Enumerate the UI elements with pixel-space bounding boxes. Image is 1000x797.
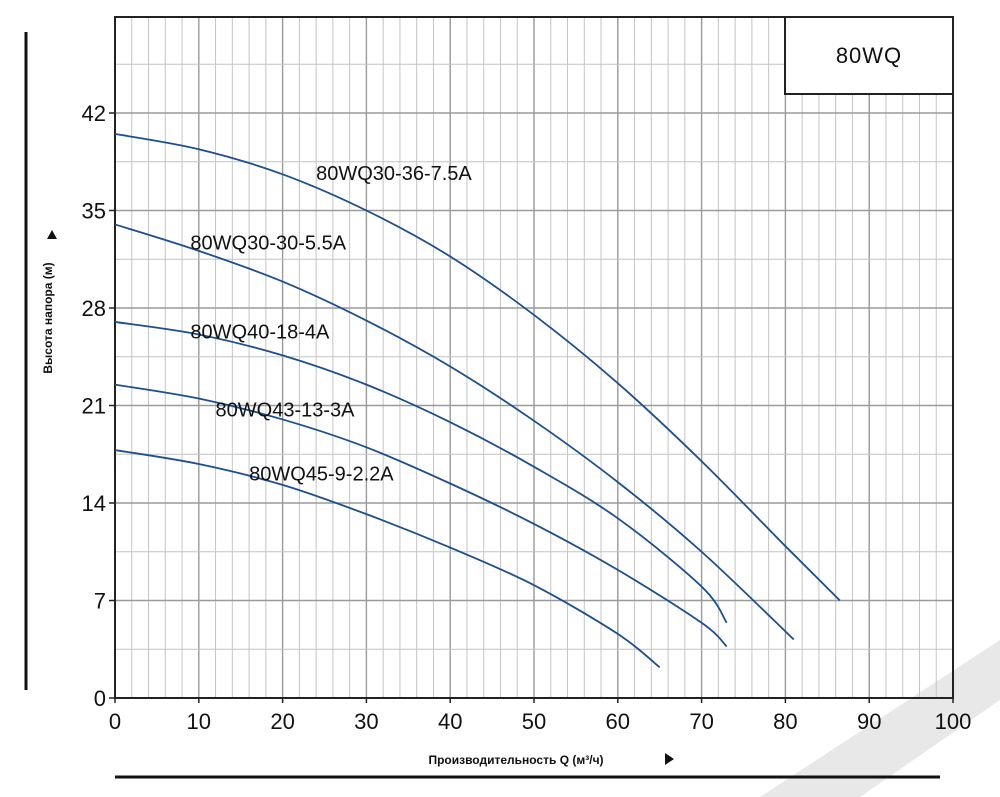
series-label: 80WQ43-13-3A xyxy=(216,400,356,422)
series-curve xyxy=(114,223,795,641)
x-tick-label: 70 xyxy=(689,709,713,734)
background-swoosh xyxy=(760,640,1000,797)
series-curve xyxy=(114,449,661,669)
y-tick-label: 35 xyxy=(82,199,106,224)
y-tick-label: 42 xyxy=(82,101,106,126)
series-labels: 80WQ30-36-7.5A 80WQ30-30-5.5A 80WQ40-18-4A… xyxy=(190,163,472,486)
series-label: 80WQ30-36-7.5A xyxy=(316,163,472,185)
x-tick-label: 30 xyxy=(354,709,378,734)
model-title-box: 80WQ xyxy=(784,16,954,95)
y-axis-title-group: Высота напора (м) xyxy=(41,262,55,373)
grid xyxy=(114,17,954,699)
x-tick-label: 50 xyxy=(522,709,546,734)
curves xyxy=(114,133,841,669)
series-label: 80WQ30-30-5.5A xyxy=(190,233,346,255)
chart-title: 80WQ xyxy=(836,43,902,68)
y-axis-arrow-icon xyxy=(47,230,57,239)
series-curve xyxy=(114,321,728,624)
x-tick-label: 0 xyxy=(109,709,121,734)
x-tick-label: 40 xyxy=(438,709,462,734)
y-tick-label: 7 xyxy=(94,589,106,614)
y-tick-label: 28 xyxy=(82,296,106,321)
series-curve xyxy=(114,133,841,602)
y-tick-label: 14 xyxy=(82,491,106,516)
x-tick-label: 60 xyxy=(606,709,630,734)
series-label: 80WQ45-9-2.2A xyxy=(249,464,394,486)
x-tick-label: 10 xyxy=(187,709,211,734)
y-tick-label: 21 xyxy=(82,394,106,419)
x-tick-label: 90 xyxy=(857,709,881,734)
x-tick-label: 80 xyxy=(773,709,797,734)
y-tick-label: 0 xyxy=(94,686,106,711)
series-curve xyxy=(114,383,728,648)
x-tick-label: 20 xyxy=(270,709,294,734)
x-tick-label: 100 xyxy=(935,709,972,734)
x-axis-arrow-icon xyxy=(665,753,674,765)
x-axis-title: Производительность Q (м³/ч) xyxy=(428,753,603,767)
series-label: 80WQ40-18-4A xyxy=(190,322,330,344)
y-axis-title: Высота напора (м) xyxy=(41,262,55,373)
axis-ticks: 0 7 14 21 28 35 42 0 10 20 30 40 50 60 70 80 90 100 xyxy=(82,101,972,734)
